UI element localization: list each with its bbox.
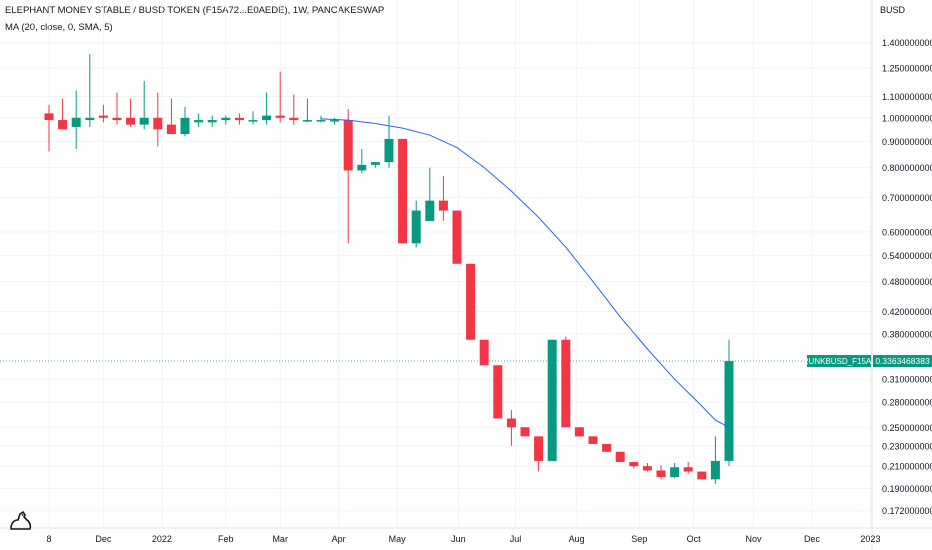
candle-body <box>561 339 571 428</box>
candle-body <box>534 436 544 461</box>
candle-body <box>452 210 462 264</box>
x-tick-label: Sep <box>631 534 647 544</box>
candle-body <box>479 339 489 366</box>
candle-body <box>153 117 163 130</box>
y-tick-label: 0.7000000000 <box>882 193 932 203</box>
y-tick-label: 0.1900000000 <box>882 484 932 494</box>
candle-body <box>166 124 176 135</box>
x-tick-label: Aug <box>569 534 585 544</box>
y-tick-label: 0.2800000000 <box>882 397 932 407</box>
candle-body <box>248 120 258 122</box>
candle-body <box>710 460 720 480</box>
x-tick-label: Jul <box>510 534 522 544</box>
last-price-label: 0.3363468383 <box>875 356 930 366</box>
candle-body <box>370 162 380 165</box>
y-tick-label: 0.2500000000 <box>882 423 932 433</box>
y-tick-label: 0.3100000000 <box>882 375 932 385</box>
x-tick-label: Dec <box>804 534 821 544</box>
candle-body <box>602 443 612 452</box>
candle-body <box>289 117 299 121</box>
y-tick-label: 0.9000000000 <box>882 137 932 147</box>
ma-line <box>320 118 730 428</box>
candle-body <box>275 115 285 118</box>
candle-body <box>139 117 149 125</box>
candle-body <box>425 200 435 221</box>
candle-body <box>520 427 530 437</box>
candle-body <box>262 115 272 121</box>
y-tick-label: 0.3800000000 <box>882 329 932 339</box>
x-tick-label: 2022 <box>152 534 172 544</box>
y-tick-label: 1.4000000000 <box>882 38 932 48</box>
candle-body <box>58 120 68 130</box>
symbol-tag-label: TRUNKBUSD_F15A72 <box>798 357 881 366</box>
y-tick-label: 0.1720000000 <box>882 506 932 516</box>
y-tick-label: 0.5400000000 <box>882 251 932 261</box>
y-tick-label: 0.4200000000 <box>882 307 932 317</box>
y-tick-label: 0.4800000000 <box>882 277 932 287</box>
candle-body <box>194 120 204 123</box>
x-tick-label: Oct <box>687 534 702 544</box>
candle-body <box>126 117 136 125</box>
x-tick-label: 2023 <box>860 534 880 544</box>
candle-body <box>207 120 217 123</box>
candle-body <box>357 164 367 171</box>
candle-body <box>343 120 353 171</box>
candle-body <box>697 471 707 480</box>
candle-body <box>656 470 666 478</box>
x-tick-label: Jun <box>451 534 466 544</box>
y-tick-label: 0.2100000000 <box>882 462 932 472</box>
y-tick-label: 1.0000000000 <box>882 113 932 123</box>
x-tick-label: Mar <box>272 534 288 544</box>
y-tick-label: 1.2500000000 <box>882 64 932 74</box>
y-tick-label: 0.2300000000 <box>882 441 932 451</box>
candle-body <box>724 361 734 461</box>
candle-body <box>642 466 652 471</box>
candle-body <box>98 115 108 118</box>
candle-body <box>44 113 54 121</box>
candle-body <box>506 418 516 428</box>
candle-body <box>574 427 584 437</box>
indicator-legend[interactable]: MA (20, close, 0, SMA, 5) <box>5 22 113 33</box>
candle-body <box>330 120 340 122</box>
y-tick-label: 0.8000000000 <box>882 163 932 173</box>
candle-body <box>234 117 244 121</box>
candle-body <box>629 461 639 467</box>
symbol-tag <box>807 355 871 368</box>
candle-body <box>683 467 693 472</box>
candle-body <box>438 200 448 211</box>
candle-body <box>411 210 421 244</box>
candle-body <box>615 451 625 462</box>
candle-body <box>670 467 680 478</box>
candle-body <box>316 120 326 122</box>
candle-body <box>466 263 476 340</box>
candle-body <box>71 117 81 127</box>
candle-body <box>547 339 557 461</box>
candle-body <box>85 117 95 121</box>
x-tick-label: Nov <box>745 534 762 544</box>
candle-body <box>493 365 503 419</box>
candle-body <box>180 117 190 135</box>
candle-body <box>588 436 598 444</box>
candle-body <box>398 138 408 244</box>
x-tick-label: Feb <box>218 534 234 544</box>
candle-body <box>112 117 122 121</box>
candle-body <box>302 120 312 122</box>
x-tick-label: Apr <box>332 534 346 544</box>
y-tick-label: 1.1000000000 <box>882 92 932 102</box>
x-tick-label: May <box>389 534 407 544</box>
chart-title: ELEPHANT MONEY STABLE / BUSD TOKEN (F15A… <box>5 5 385 16</box>
x-tick-label: Dec <box>95 534 112 544</box>
y-tick-label: 0.6000000000 <box>882 227 932 237</box>
candle-body <box>384 138 394 163</box>
last-price-tag <box>873 355 932 368</box>
candle-body <box>221 117 231 121</box>
price-unit-label: BUSD <box>880 5 906 15</box>
tradingview-logo-icon[interactable] <box>8 508 36 532</box>
x-tick-label: 8 <box>46 534 51 544</box>
